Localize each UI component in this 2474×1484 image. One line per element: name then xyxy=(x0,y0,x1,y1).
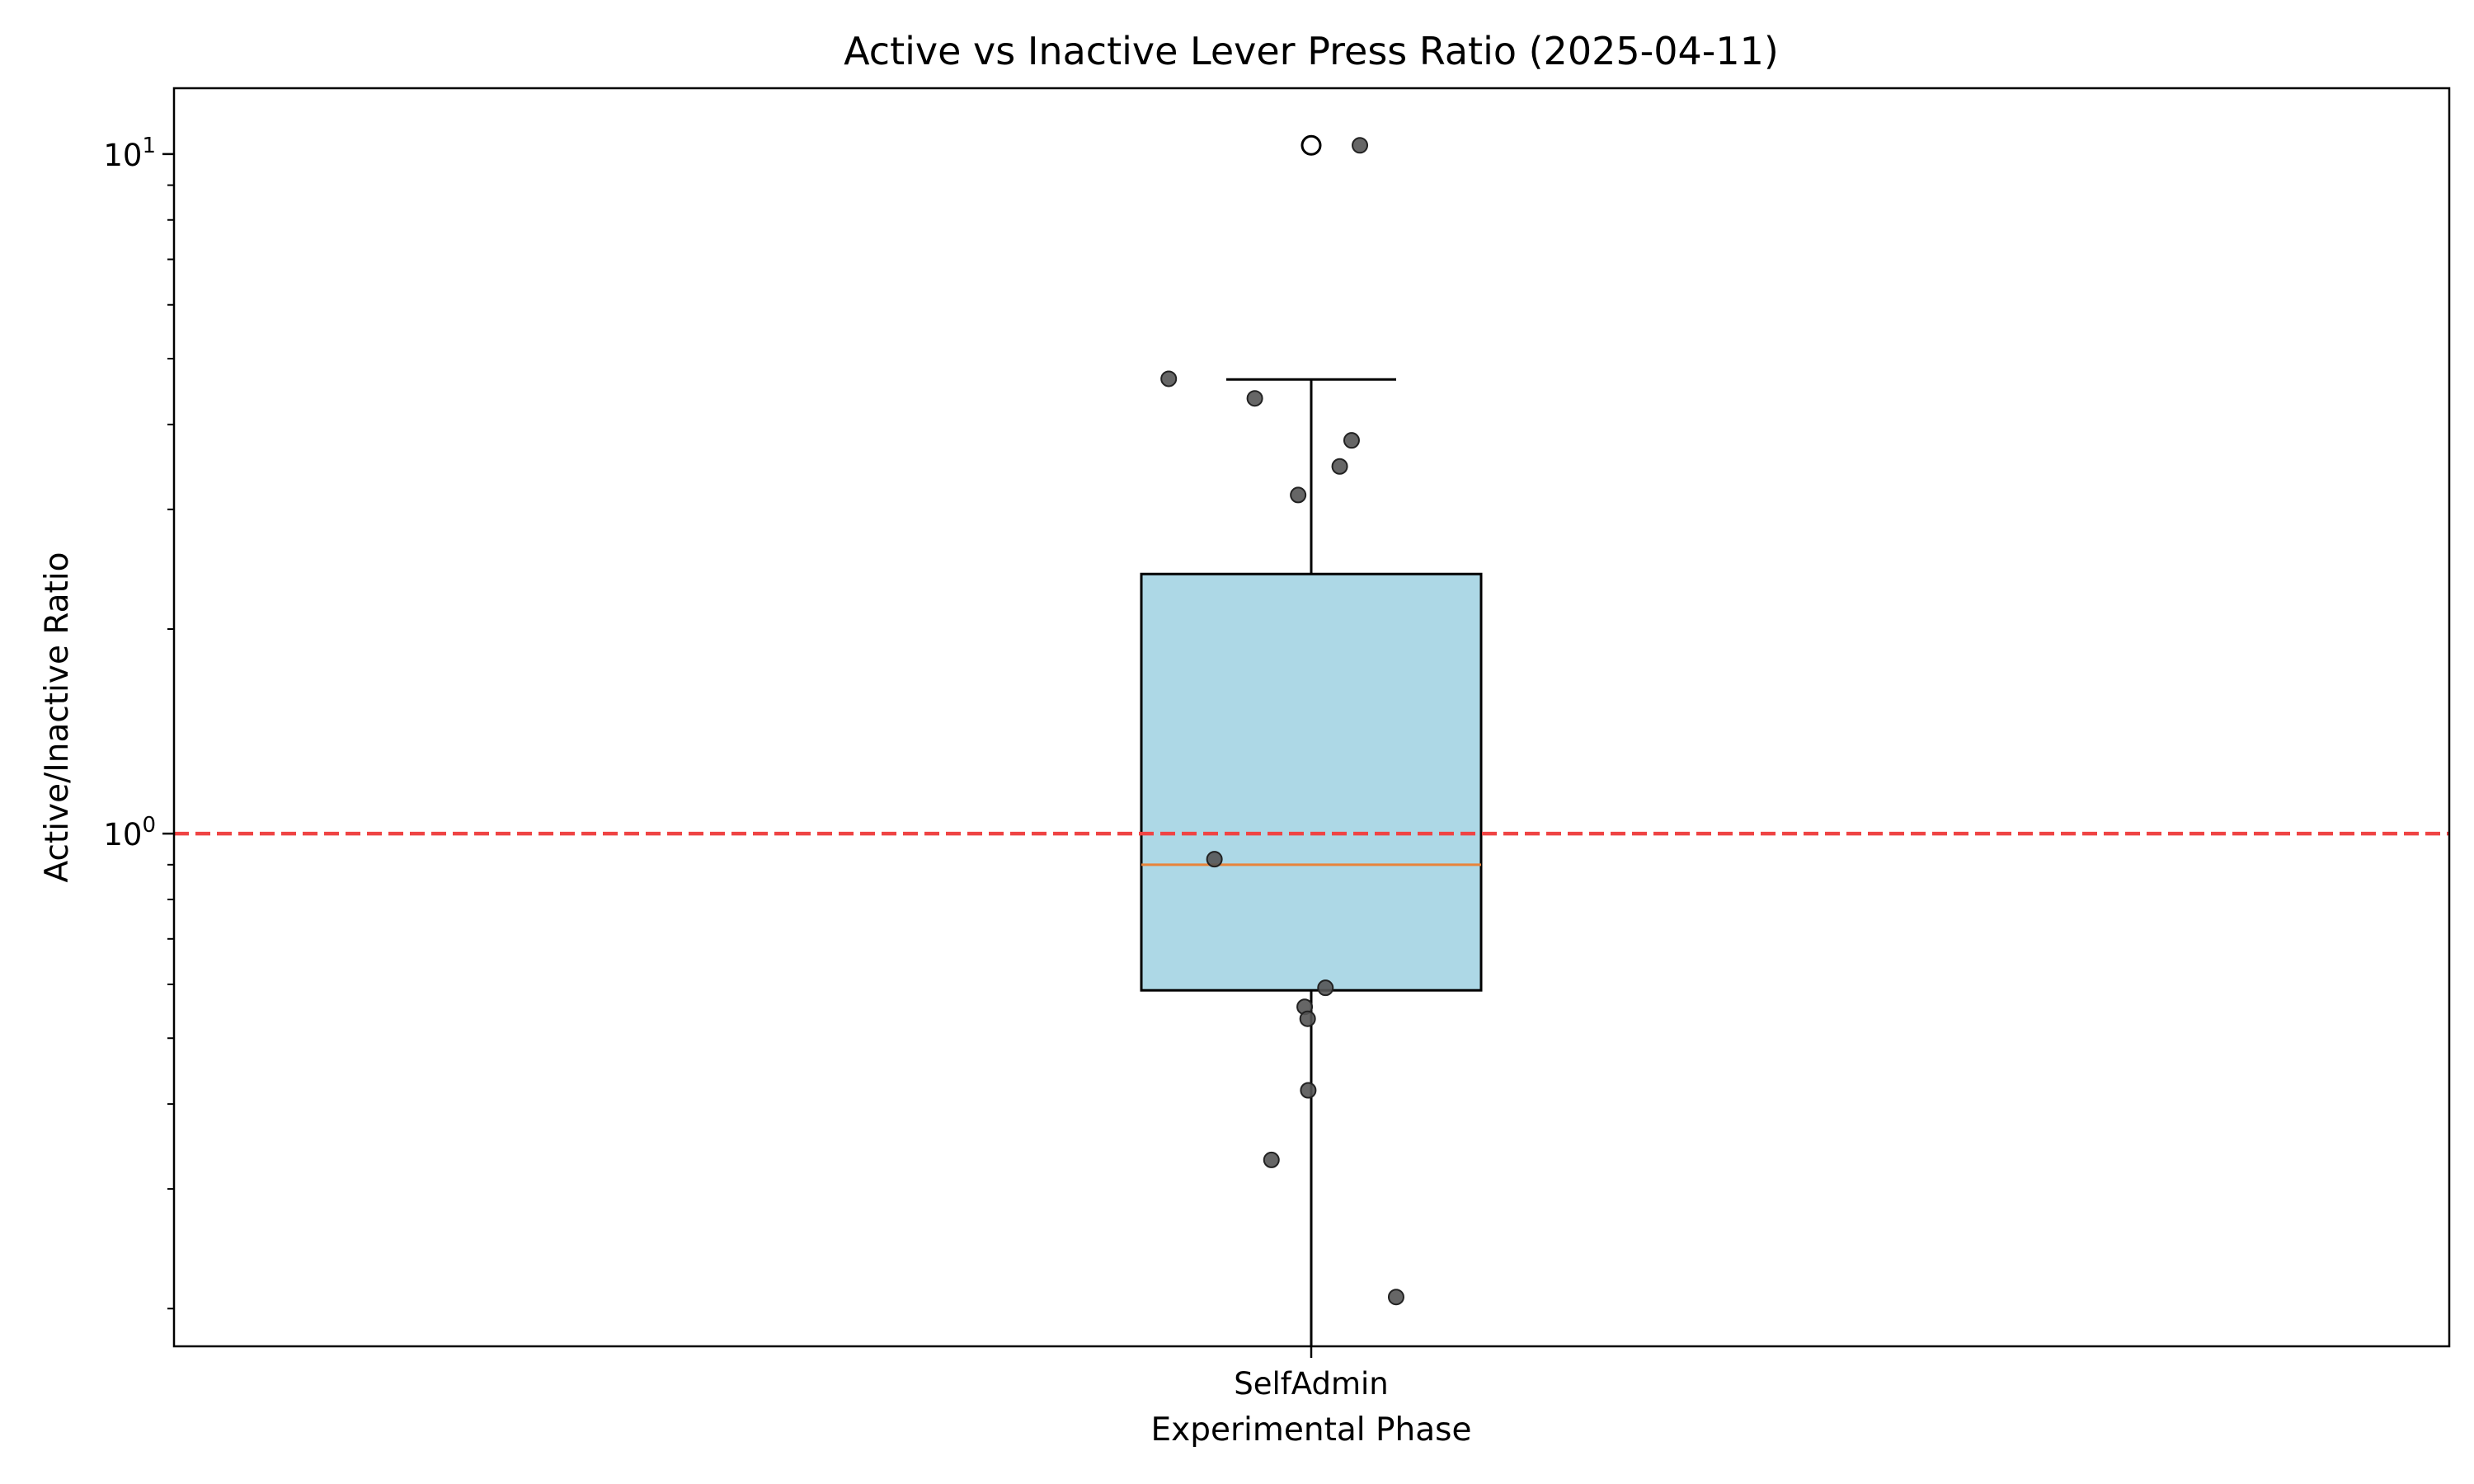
box-iqr xyxy=(1140,572,1483,992)
data-point xyxy=(1317,979,1334,997)
data-point xyxy=(1290,486,1307,504)
y-tick-label: 100 xyxy=(103,813,156,852)
data-point xyxy=(1352,137,1369,154)
x-axis-label: Experimental Phase xyxy=(1151,1411,1472,1449)
plot-area: 100 101 SelfAdmin xyxy=(103,87,2451,1402)
y-tick-label: 101 xyxy=(103,134,156,173)
data-point xyxy=(1246,390,1263,407)
data-point xyxy=(1343,432,1360,449)
outlier-marker xyxy=(1300,134,1322,156)
data-point xyxy=(1263,1151,1280,1168)
data-point xyxy=(1387,1289,1404,1306)
data-point xyxy=(1300,1082,1317,1099)
y-axis-label: Active/Inactive Ratio xyxy=(39,552,76,882)
data-point xyxy=(1160,370,1178,387)
data-point xyxy=(1331,458,1348,475)
data-point xyxy=(1299,1010,1316,1027)
data-point xyxy=(1206,851,1223,868)
x-tick-label: SelfAdmin xyxy=(1234,1366,1388,1402)
chart-title: Active vs Inactive Lever Press Ratio (20… xyxy=(844,29,1779,73)
